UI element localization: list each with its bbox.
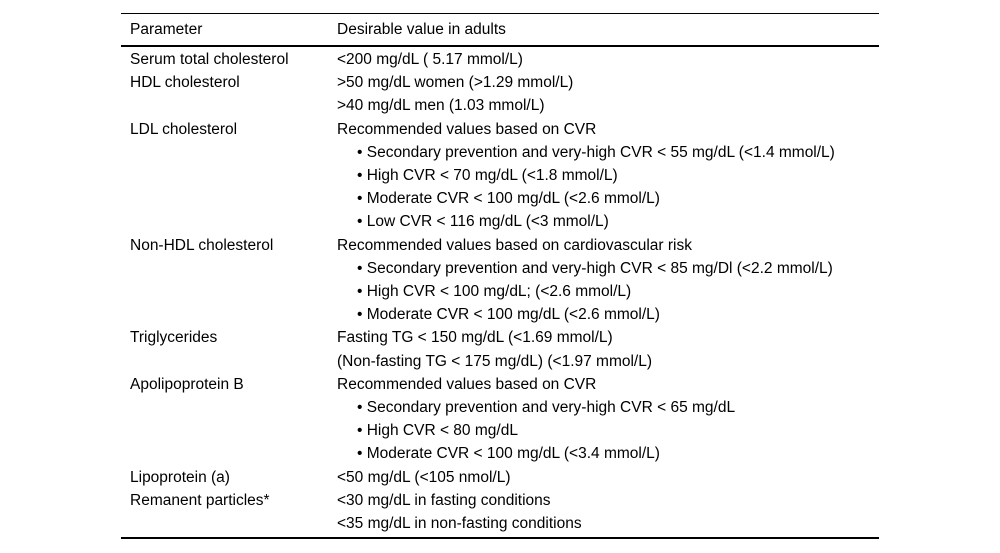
parameter-cell: Triglycerides [130,329,218,347]
bullet-line: • High CVR < 70 mg/dL (<1.8 mmol/L) [357,167,618,185]
value-cell: Recommended values based on CVR • Second… [337,118,879,234]
table-row-non-hdl-cholesterol: Non-HDL cholesterol Recommended values b… [121,234,879,327]
value-line: Recommended values based on CVR [337,120,597,138]
bullet-line: • High CVR < 80 mg/dL [357,422,518,440]
value-line: (Non-fasting TG < 175 mg/dL) (<1.97 mmol… [337,352,653,370]
value-line: <200 mg/dL ( 5.17 mmol/L) [337,51,523,68]
value-cell: Recommended values based on cardiovascul… [337,234,879,327]
parameter-cell: Apolipoprotein B [130,375,244,393]
bullet-line: • Low CVR < 116 mg/dL (<3 mmol/L) [357,213,609,231]
value-line: <35 mg/dL in non-fasting conditions [337,515,582,533]
value-line: >40 mg/dL men (1.03 mmol/L) [337,97,545,115]
parameter-cell: Serum total cholesterol [130,51,289,68]
table-row-hdl-cholesterol: HDL cholesterol >50 mg/dL women (>1.29 m… [121,71,879,117]
value-line: >50 mg/dL women (>1.29 mmol/L) [337,74,574,92]
value-line: Fasting TG < 150 mg/dL (<1.69 mmol/L) [337,329,613,347]
parameter-cell: Lipoprotein (a) [130,468,230,486]
parameter-cell: HDL cholesterol [130,74,240,92]
bullet-line: • Secondary prevention and very-high CVR… [357,399,736,417]
table-row-lipoprotein-a: Lipoprotein (a) <50 mg/dL (<105 nmol/L) [121,466,879,489]
parameter-cell: LDL cholesterol [130,120,238,138]
parameter-cell: Non-HDL cholesterol [130,236,274,254]
bullet-line: • High CVR < 100 mg/dL; (<2.6 mmol/L) [357,283,632,301]
value-line: Recommended values based on cardiovascul… [337,236,692,254]
lipid-parameters-table: Parameter Desirable value in adults Seru… [121,13,879,540]
column-header-parameter: Parameter [130,20,203,38]
value-cell: <200 mg/dL ( 5.17 mmol/L) [337,48,879,71]
table-row-ldl-cholesterol: LDL cholesterol Recommended values based… [121,118,879,234]
value-line: <50 mg/dL (<105 nmol/L) [337,468,511,486]
value-cell: Fasting TG < 150 mg/dL (<1.69 mmol/L) (N… [337,326,879,372]
bullet-line: • Moderate CVR < 100 mg/dL (<3.4 mmol/L) [357,445,660,463]
value-cell: >50 mg/dL women (>1.29 mmol/L) >40 mg/dL… [337,71,879,117]
bullet-line: • Secondary prevention and very-high CVR… [357,143,835,161]
value-line: Recommended values based on CVR [337,375,597,393]
table-row-triglycerides: Triglycerides Fasting TG < 150 mg/dL (<1… [121,326,879,372]
parameter-cell: Remanent particles* [130,491,270,509]
value-cell: <50 mg/dL (<105 nmol/L) [337,466,879,489]
table-body: Serum total cholesterol <200 mg/dL ( 5.1… [121,47,879,537]
column-header-desirable-value: Desirable value in adults [337,20,506,38]
table-row-apolipoprotein-b: Apolipoprotein B Recommended values base… [121,373,879,466]
value-cell: Recommended values based on CVR • Second… [337,373,879,466]
table-header-row: Parameter Desirable value in adults [121,14,879,47]
value-cell: <30 mg/dL in fasting conditions <35 mg/d… [337,489,879,535]
bullet-line: • Moderate CVR < 100 mg/dL (<2.6 mmol/L) [357,190,660,208]
bullet-line: • Moderate CVR < 100 mg/dL (<2.6 mmol/L) [357,306,660,324]
value-line: <30 mg/dL in fasting conditions [337,491,551,509]
bullet-line: • Secondary prevention and very-high CVR… [357,259,833,277]
table-row-remanent-particles: Remanent particles* <30 mg/dL in fasting… [121,489,879,535]
table-row-serum-total-cholesterol: Serum total cholesterol <200 mg/dL ( 5.1… [121,48,879,71]
